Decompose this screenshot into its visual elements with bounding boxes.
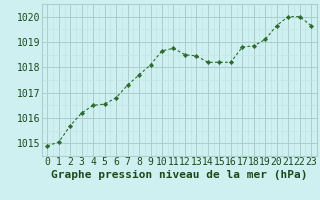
X-axis label: Graphe pression niveau de la mer (hPa): Graphe pression niveau de la mer (hPa) [51,170,308,180]
